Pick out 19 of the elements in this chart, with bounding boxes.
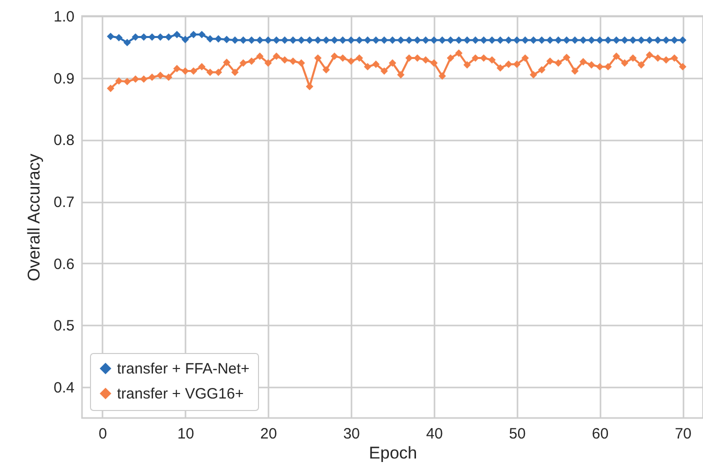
x-tick-label: 60	[592, 426, 609, 442]
y-axis-title: Overall Accuracy	[24, 153, 44, 282]
y-tick-label: 0.6	[54, 256, 74, 273]
x-tick-label: 40	[426, 426, 443, 442]
y-tick-label: 0.5	[54, 318, 74, 335]
legend-label: transfer + VGG16+	[117, 386, 244, 402]
y-tick-label: 0.9	[54, 70, 74, 88]
x-tick-label: 0	[98, 426, 107, 442]
legend-label: transfer + FFA-Net+	[117, 360, 250, 378]
x-tick-label: 70	[674, 426, 692, 442]
x-tick-label: 10	[177, 426, 194, 442]
y-tick-label: 0.4	[54, 380, 74, 397]
x-axis-title: Epoch	[368, 444, 418, 462]
y-tick-label: 1.0	[54, 8, 74, 26]
x-tick-label: 30	[343, 426, 360, 442]
x-tick-label: 50	[509, 426, 526, 442]
y-tick-label: 0.8	[54, 132, 74, 150]
y-tick-label: 0.7	[54, 194, 74, 212]
x-tick-label: 20	[260, 426, 277, 442]
